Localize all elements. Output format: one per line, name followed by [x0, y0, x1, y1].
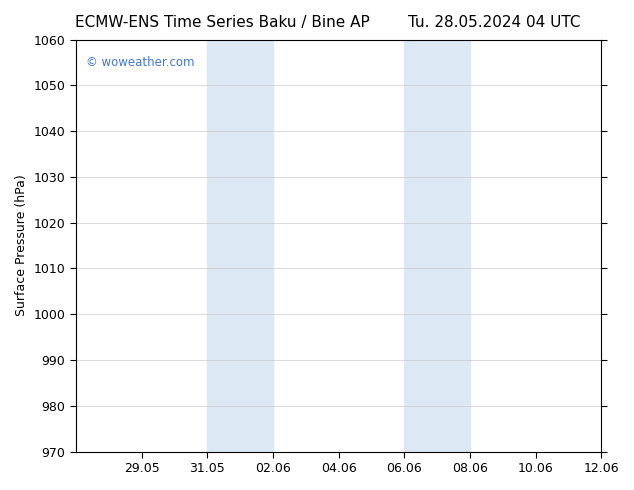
Text: ECMW-ENS Time Series Baku / Bine AP: ECMW-ENS Time Series Baku / Bine AP	[75, 15, 369, 30]
Bar	[207, 40, 273, 452]
Y-axis label: Surface Pressure (hPa): Surface Pressure (hPa)	[15, 175, 28, 317]
Text: © woweather.com: © woweather.com	[86, 56, 195, 69]
Bar	[404, 40, 470, 452]
Text: Tu. 28.05.2024 04 UTC: Tu. 28.05.2024 04 UTC	[408, 15, 581, 30]
